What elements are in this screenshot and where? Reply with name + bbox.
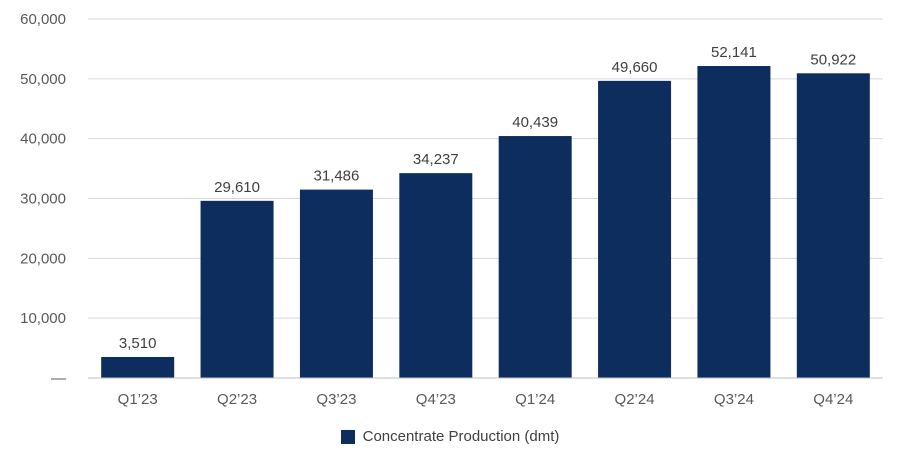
data-label: 31,486 <box>313 168 359 185</box>
x-tick-label: Q4’23 <box>416 391 456 408</box>
bar <box>299 189 373 378</box>
bars <box>101 66 870 379</box>
legend-label: Concentrate Production (dmt) <box>362 428 560 445</box>
data-labels: 3,510 29,610 31,486 34,237 40,439 49,660 52,14… <box>119 44 856 352</box>
y-tick-label: — <box>51 370 66 387</box>
legend-swatch <box>340 429 355 444</box>
y-tick-label: 30,000 <box>20 191 66 208</box>
y-tick-label: 50,000 <box>20 71 66 88</box>
y-tick-label: 40,000 <box>20 131 66 148</box>
bar <box>598 80 672 378</box>
data-label: 3,510 <box>119 335 157 352</box>
data-label: 52,141 <box>711 44 757 61</box>
x-tick-label: Q1’24 <box>515 391 555 408</box>
x-tick-label: Q3’24 <box>714 391 754 408</box>
x-tick-label: Q1’23 <box>118 391 158 408</box>
x-tick-label: Q4’24 <box>813 391 853 408</box>
bar <box>697 66 771 379</box>
x-axis-tick-labels: Q1’23 Q2’23 Q3’23 Q4’23 Q1’24 Q2’24 Q3’24 Q4’24 <box>118 391 854 408</box>
bar <box>796 73 870 378</box>
bar-chart: — 10,000 20,000 30,000 40,000 50,000 60,000 3,… <box>20 11 883 408</box>
data-label: 40,439 <box>512 114 558 131</box>
y-tick-label: 60,000 <box>20 11 66 28</box>
data-label: 29,610 <box>214 179 260 196</box>
data-label: 49,660 <box>612 59 658 76</box>
data-label: 34,237 <box>413 151 459 168</box>
x-tick-label: Q2’24 <box>615 391 655 408</box>
bar <box>200 200 274 378</box>
y-tick-label: 10,000 <box>20 310 66 327</box>
x-tick-label: Q2’23 <box>217 391 257 408</box>
legend: Concentrate Production (dmt) <box>0 428 900 445</box>
y-tick-label: 20,000 <box>20 250 66 267</box>
bar <box>101 356 175 378</box>
data-label: 50,922 <box>810 51 856 68</box>
x-tick-label: Q3’23 <box>316 391 356 408</box>
y-axis-tick-labels: — 10,000 20,000 30,000 40,000 50,000 60,000 <box>20 11 66 387</box>
bar <box>399 173 473 378</box>
bar <box>498 136 572 378</box>
